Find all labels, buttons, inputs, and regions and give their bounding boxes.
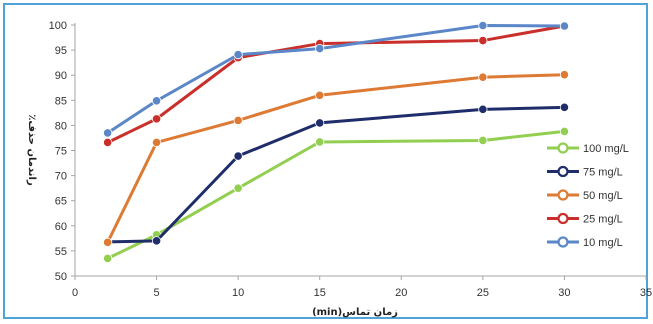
legend-item: 25 mg/L xyxy=(547,212,623,226)
series-25-mg-l xyxy=(103,21,570,148)
data-point xyxy=(478,72,488,82)
x-tick-label: 5 xyxy=(154,287,160,299)
x-tick-label: 20 xyxy=(395,287,407,299)
legend-label: 100 mg/L xyxy=(583,143,629,155)
legend-item: 75 mg/L xyxy=(547,165,623,179)
series-line xyxy=(107,105,565,244)
series-line xyxy=(106,73,565,244)
legend-label: 50 mg/L xyxy=(583,190,623,202)
data-point xyxy=(315,43,325,54)
data-point xyxy=(559,126,570,137)
data-point xyxy=(559,21,570,31)
data-point xyxy=(559,102,570,112)
y-tick-label: 95 xyxy=(55,45,67,57)
y-axis: 50 55 60 65 70 75 80 85 90 95 100 xyxy=(49,20,76,283)
legend: 100 mg/L 75 mg/L 50 mg/L 25 mg/L 10 mg/L xyxy=(547,142,629,249)
legend-label: 25 mg/L xyxy=(583,214,623,226)
legend-item: 10 mg/L xyxy=(547,236,623,249)
series-layer xyxy=(103,20,570,264)
series-10-mg-l xyxy=(103,20,570,138)
data-point xyxy=(233,50,243,60)
data-point xyxy=(315,90,325,100)
series-100-mg-l xyxy=(103,126,570,264)
data-point xyxy=(478,20,488,31)
y-tick-label: 90 xyxy=(55,70,67,82)
legend-swatch-marker xyxy=(557,189,569,201)
data-point xyxy=(233,151,243,161)
legend-swatch-marker xyxy=(557,212,569,225)
legend-label: 75 mg/L xyxy=(583,167,623,179)
data-point xyxy=(315,118,325,128)
legend-label: 10 mg/L xyxy=(583,237,623,249)
legend-swatch-marker xyxy=(557,165,569,178)
x-tick-label: 0 xyxy=(72,287,78,299)
data-point xyxy=(233,183,243,193)
data-point xyxy=(151,236,162,246)
data-point xyxy=(151,137,162,148)
y-tick-label: 75 xyxy=(55,146,67,158)
y-axis-title: راندمان حذف٪ xyxy=(26,114,37,186)
data-point xyxy=(478,135,488,146)
data-point xyxy=(478,104,488,114)
x-tick-label: 25 xyxy=(477,287,489,299)
data-point xyxy=(103,253,113,264)
data-point xyxy=(233,115,243,125)
y-tick-label: 100 xyxy=(49,20,67,32)
x-tick-label: 15 xyxy=(314,287,326,299)
data-point xyxy=(478,35,488,46)
x-tick-label: 10 xyxy=(232,287,244,299)
data-point xyxy=(151,114,162,124)
series-line xyxy=(106,24,565,144)
chart-frame xyxy=(3,3,648,319)
x-axis: 0 5 10 15 20 25 30 35 xyxy=(72,275,652,299)
y-tick-label: 60 xyxy=(55,221,67,233)
legend-swatch-marker xyxy=(557,236,569,248)
legend-item: 100 mg/L xyxy=(547,142,629,155)
series-50-mg-l xyxy=(103,70,570,247)
data-point xyxy=(151,96,162,106)
y-tick-label: 55 xyxy=(55,246,67,258)
y-tick-label: 80 xyxy=(55,120,67,132)
y-tick-label: 50 xyxy=(55,271,67,283)
data-point xyxy=(315,137,325,147)
data-point xyxy=(559,70,570,80)
legend-swatch-marker xyxy=(557,142,569,154)
y-tick-label: 70 xyxy=(55,171,67,183)
series-75-mg-l xyxy=(103,102,570,247)
x-tick-label: 35 xyxy=(640,287,652,299)
y-tick-label: 85 xyxy=(55,95,67,107)
x-tick-label: 30 xyxy=(558,287,570,299)
data-point xyxy=(103,237,113,247)
x-axis-title: زمان تماس(min) xyxy=(312,307,398,318)
data-point xyxy=(103,137,113,148)
series-line xyxy=(106,24,565,135)
y-tick-label: 65 xyxy=(55,196,67,208)
series-line xyxy=(106,129,565,260)
data-point xyxy=(103,128,113,138)
legend-item: 50 mg/L xyxy=(547,189,623,202)
